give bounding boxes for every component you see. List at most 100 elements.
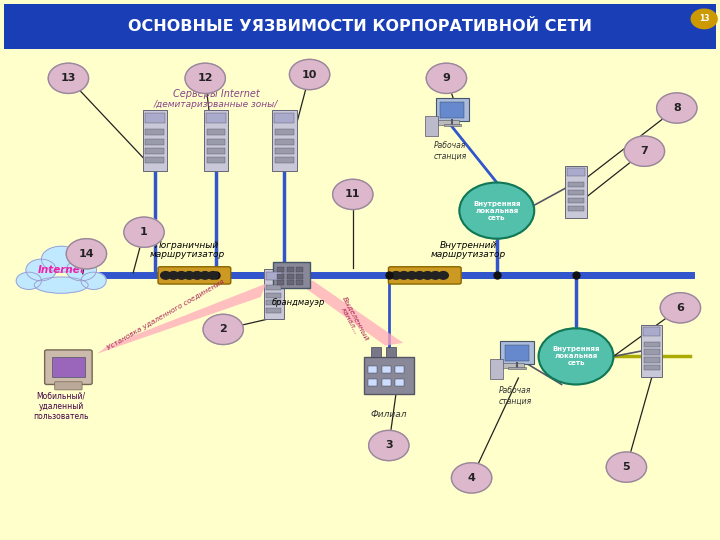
Text: 4: 4 bbox=[468, 473, 475, 483]
Text: брандмауэр: брандмауэр bbox=[272, 298, 325, 307]
Circle shape bbox=[200, 272, 210, 279]
FancyBboxPatch shape bbox=[500, 341, 534, 364]
FancyBboxPatch shape bbox=[568, 182, 584, 187]
FancyBboxPatch shape bbox=[386, 347, 396, 357]
FancyBboxPatch shape bbox=[436, 98, 469, 121]
FancyBboxPatch shape bbox=[266, 300, 281, 305]
Circle shape bbox=[426, 63, 467, 93]
Text: Внутренний: Внутренний bbox=[439, 241, 497, 250]
Circle shape bbox=[660, 293, 701, 323]
FancyBboxPatch shape bbox=[143, 110, 167, 171]
Text: 8: 8 bbox=[673, 103, 680, 113]
Text: 7: 7 bbox=[641, 146, 648, 156]
FancyBboxPatch shape bbox=[207, 157, 225, 163]
FancyBboxPatch shape bbox=[272, 110, 297, 171]
FancyBboxPatch shape bbox=[266, 285, 281, 290]
Circle shape bbox=[431, 272, 441, 279]
FancyBboxPatch shape bbox=[145, 113, 165, 123]
FancyBboxPatch shape bbox=[274, 113, 294, 123]
Circle shape bbox=[391, 272, 401, 279]
Text: Рабочая
станция: Рабочая станция bbox=[433, 141, 467, 161]
Text: 12: 12 bbox=[197, 73, 213, 83]
FancyBboxPatch shape bbox=[444, 124, 461, 126]
FancyBboxPatch shape bbox=[296, 274, 303, 279]
FancyBboxPatch shape bbox=[644, 341, 660, 347]
FancyBboxPatch shape bbox=[287, 274, 294, 279]
Text: 6: 6 bbox=[677, 303, 684, 313]
Text: Филиал: Филиал bbox=[371, 410, 407, 420]
Text: 14: 14 bbox=[78, 249, 94, 259]
Text: 13: 13 bbox=[699, 15, 709, 23]
FancyBboxPatch shape bbox=[52, 357, 85, 377]
FancyBboxPatch shape bbox=[395, 379, 404, 386]
Circle shape bbox=[624, 136, 665, 166]
Ellipse shape bbox=[66, 259, 96, 281]
FancyBboxPatch shape bbox=[565, 165, 587, 218]
FancyBboxPatch shape bbox=[266, 293, 281, 298]
Text: Мобильный/
удаленный
пользователь: Мобильный/ удаленный пользователь bbox=[33, 392, 89, 421]
FancyBboxPatch shape bbox=[207, 148, 225, 154]
FancyBboxPatch shape bbox=[644, 349, 660, 355]
FancyBboxPatch shape bbox=[204, 110, 228, 171]
Circle shape bbox=[657, 93, 697, 123]
FancyBboxPatch shape bbox=[368, 366, 377, 374]
FancyBboxPatch shape bbox=[266, 272, 282, 280]
Circle shape bbox=[192, 272, 202, 279]
Ellipse shape bbox=[35, 277, 89, 293]
FancyBboxPatch shape bbox=[277, 280, 284, 285]
FancyBboxPatch shape bbox=[432, 120, 459, 125]
FancyBboxPatch shape bbox=[568, 206, 584, 211]
Circle shape bbox=[208, 272, 218, 279]
FancyBboxPatch shape bbox=[644, 366, 660, 370]
Circle shape bbox=[184, 272, 194, 279]
Text: маршрутизатор: маршрутизатор bbox=[431, 251, 505, 259]
Circle shape bbox=[369, 430, 409, 461]
Text: /демитаризованные зоны/: /демитаризованные зоны/ bbox=[154, 100, 278, 109]
Ellipse shape bbox=[26, 259, 56, 281]
FancyBboxPatch shape bbox=[296, 267, 303, 272]
FancyBboxPatch shape bbox=[389, 267, 461, 284]
FancyBboxPatch shape bbox=[382, 379, 391, 386]
Circle shape bbox=[423, 272, 433, 279]
FancyBboxPatch shape bbox=[145, 157, 164, 163]
Circle shape bbox=[399, 272, 409, 279]
Text: маршрутизатор: маршрутизатор bbox=[150, 251, 225, 259]
FancyBboxPatch shape bbox=[145, 148, 164, 154]
Circle shape bbox=[539, 328, 613, 384]
Circle shape bbox=[415, 272, 425, 279]
FancyBboxPatch shape bbox=[145, 130, 164, 136]
FancyBboxPatch shape bbox=[364, 357, 414, 394]
Circle shape bbox=[48, 63, 89, 93]
FancyBboxPatch shape bbox=[277, 274, 284, 279]
FancyBboxPatch shape bbox=[277, 267, 284, 272]
FancyBboxPatch shape bbox=[508, 367, 526, 369]
FancyBboxPatch shape bbox=[382, 366, 391, 374]
Text: 13: 13 bbox=[60, 73, 76, 83]
Circle shape bbox=[185, 63, 225, 93]
FancyBboxPatch shape bbox=[206, 113, 226, 123]
Circle shape bbox=[176, 272, 186, 279]
Circle shape bbox=[606, 452, 647, 482]
Circle shape bbox=[691, 9, 717, 29]
Circle shape bbox=[66, 239, 107, 269]
Text: 9: 9 bbox=[443, 73, 450, 83]
Circle shape bbox=[124, 217, 164, 247]
Text: Выделенный
канал...: Выделенный канал... bbox=[336, 295, 370, 345]
FancyBboxPatch shape bbox=[296, 280, 303, 285]
Ellipse shape bbox=[81, 272, 107, 289]
FancyBboxPatch shape bbox=[275, 148, 294, 154]
FancyBboxPatch shape bbox=[505, 345, 529, 361]
Ellipse shape bbox=[17, 272, 42, 289]
FancyBboxPatch shape bbox=[45, 350, 92, 384]
FancyBboxPatch shape bbox=[287, 267, 294, 272]
FancyBboxPatch shape bbox=[55, 382, 82, 390]
Circle shape bbox=[407, 272, 417, 279]
Circle shape bbox=[203, 314, 243, 345]
Text: 2: 2 bbox=[220, 325, 227, 334]
FancyBboxPatch shape bbox=[266, 308, 281, 313]
Text: ОСНОВНЫЕ УЯЗВИМОСТИ КОРПОРАТИВНОЙ СЕТИ: ОСНОВНЫЕ УЯЗВИМОСТИ КОРПОРАТИВНОЙ СЕТИ bbox=[128, 19, 592, 34]
Ellipse shape bbox=[42, 246, 81, 272]
Text: 11: 11 bbox=[345, 190, 361, 199]
FancyBboxPatch shape bbox=[490, 359, 503, 379]
Circle shape bbox=[168, 272, 179, 279]
